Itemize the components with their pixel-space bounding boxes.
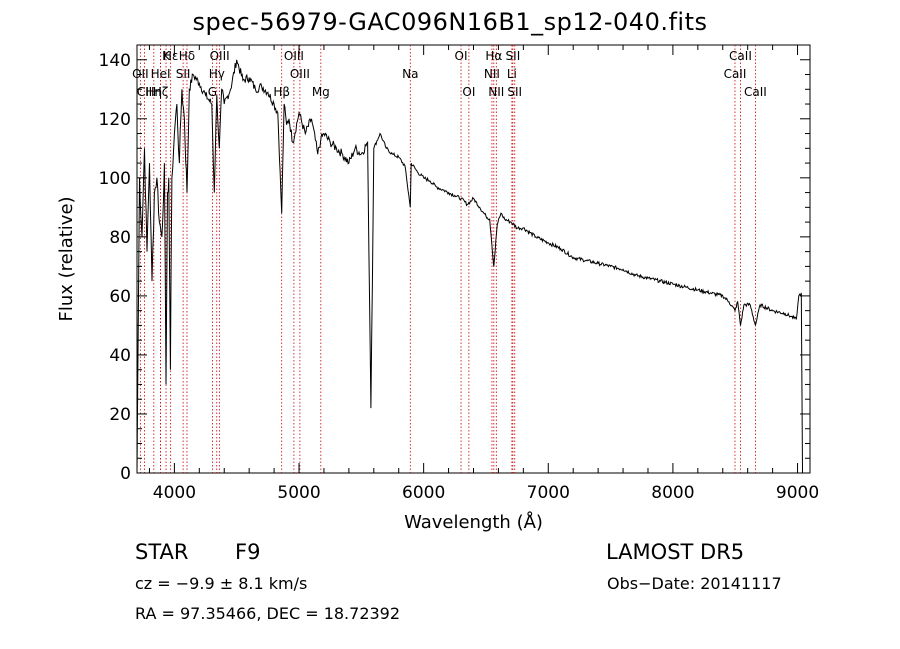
- y-tick-label: 20: [109, 405, 131, 425]
- x-tick-label: 4000: [153, 483, 196, 503]
- spectral-line-label: CaII: [744, 85, 767, 99]
- spectral-line-label: OI: [462, 85, 475, 99]
- y-axis-label: Flux (relative): [56, 196, 77, 321]
- object-subclass: F9: [235, 540, 261, 564]
- redshift-velocity: cz = −9.9 ± 8.1 km/s: [135, 574, 308, 593]
- spectral-line-label: HeI: [151, 67, 171, 81]
- x-tick-label: 5000: [277, 483, 320, 503]
- spectral-line-label: G: [208, 85, 217, 99]
- spectral-line-label: K: [162, 49, 171, 63]
- x-tick-label: 9000: [776, 483, 819, 503]
- spectral-line-label: Hγ: [209, 67, 225, 81]
- x-tick-label: 8000: [651, 483, 694, 503]
- spectral-line-label: OII: [132, 67, 149, 81]
- spectral-line-label: CaII: [729, 49, 752, 63]
- spectral-line-label: OIII: [210, 49, 230, 63]
- spectral-line-label: Hε: [163, 49, 179, 63]
- spectral-line-label: SII: [506, 49, 521, 63]
- spectral-line-label: NII: [484, 67, 500, 81]
- x-tick-label: 7000: [527, 483, 570, 503]
- spectral-line-label: Hζ: [153, 85, 169, 99]
- spectral-line-label: Li: [507, 67, 517, 81]
- spectral-line-label: OIII: [290, 67, 310, 81]
- spectral-line-label: Na: [402, 67, 418, 81]
- spectral-line-label: SII: [176, 67, 191, 81]
- spectral-line-label: OI: [455, 49, 468, 63]
- x-axis-label: Wavelength (Å): [404, 511, 543, 533]
- chart-title: spec-56979-GAC096N16B1_sp12-040.fits: [192, 8, 708, 36]
- y-tick-label: 0: [120, 464, 131, 484]
- object-class: STAR: [135, 540, 189, 564]
- spectrum-series-line: [136, 59, 803, 474]
- y-tick-label: 60: [109, 287, 131, 307]
- spectral-line-label: CaII: [724, 67, 747, 81]
- spectral-line-label: Hα: [485, 49, 502, 63]
- spectral-line-label: CII: [137, 85, 152, 99]
- spectral-line-label: Hη: [146, 85, 163, 99]
- spectral-line-label: Mg: [312, 85, 330, 99]
- survey-name: LAMOST DR5: [606, 540, 745, 564]
- spectral-line-label: Hδ: [179, 49, 195, 63]
- spectral-line-label: OIII: [284, 49, 304, 63]
- y-tick-label: 40: [109, 346, 131, 366]
- y-tick-label: 100: [99, 169, 131, 189]
- coordinates: RA = 97.35466, DEC = 18.72392: [135, 604, 401, 623]
- observation-date: Obs−Date: 20141117: [607, 574, 782, 593]
- plot-frame: [136, 44, 811, 474]
- spectral-line-label: NII: [488, 85, 504, 99]
- spectral-line-label: Hβ: [273, 85, 290, 99]
- y-tick-label: 140: [99, 51, 131, 71]
- y-tick-label: 120: [99, 110, 131, 130]
- y-tick-label: 80: [109, 228, 131, 248]
- spectral-line-label: SII: [507, 85, 522, 99]
- x-tick-label: 6000: [402, 483, 445, 503]
